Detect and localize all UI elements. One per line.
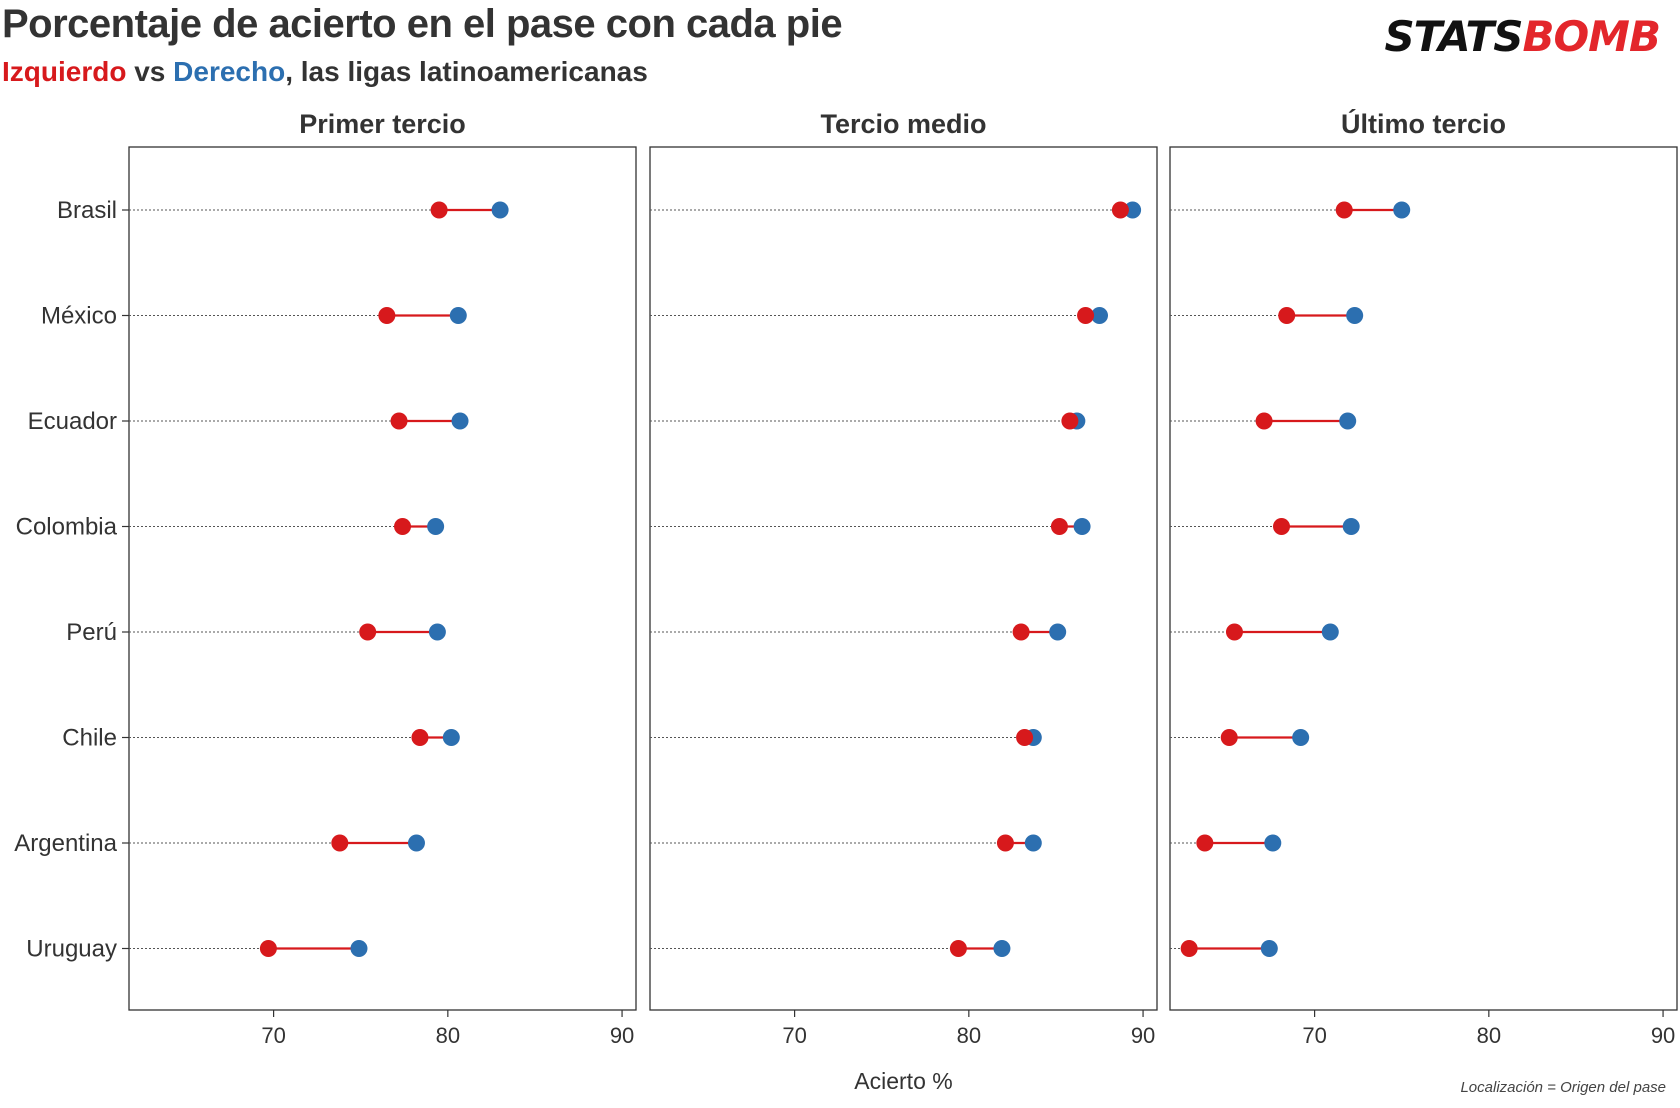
point-derecho	[1049, 623, 1067, 641]
point-izquierdo	[359, 623, 377, 641]
statsbomb-logo: STATSBOMB	[1384, 12, 1661, 61]
point-izquierdo	[1220, 729, 1238, 746]
point-izquierdo	[1255, 412, 1273, 430]
point-izquierdo	[1180, 940, 1198, 957]
point-izquierdo	[259, 940, 277, 957]
point-derecho	[1024, 834, 1042, 852]
point-derecho	[442, 729, 460, 746]
x-tick-label: 70	[1302, 1023, 1326, 1048]
point-izquierdo	[331, 834, 349, 852]
point-derecho	[449, 307, 467, 324]
x-tick-label: 80	[436, 1023, 460, 1048]
panel-frame	[1169, 146, 1678, 1011]
x-tick-label: 70	[782, 1023, 806, 1048]
country-label: Chile	[62, 725, 117, 752]
point-derecho	[1124, 201, 1142, 219]
x-tick-label: 80	[957, 1023, 981, 1048]
point-derecho	[428, 623, 446, 641]
country-label: Argentina	[14, 830, 117, 857]
point-derecho	[1321, 623, 1339, 641]
logo-part-2: BOMB	[1522, 12, 1661, 61]
point-derecho	[1339, 412, 1357, 430]
country-label: México	[41, 303, 117, 330]
x-tick-label: 90	[1651, 1023, 1675, 1048]
x-tick-label: 70	[261, 1023, 285, 1048]
country-label: Perú	[66, 619, 117, 646]
point-derecho	[350, 940, 368, 957]
point-izquierdo	[1196, 834, 1214, 852]
point-derecho	[993, 940, 1011, 957]
panel-frame	[649, 146, 1158, 1011]
point-derecho	[1393, 201, 1411, 219]
point-derecho	[451, 412, 469, 430]
point-derecho	[1292, 729, 1310, 746]
chart-title: Porcentaje de acierto en el pase con cad…	[2, 2, 843, 46]
point-derecho	[1342, 518, 1360, 535]
point-izquierdo	[1111, 201, 1129, 219]
point-izquierdo	[949, 940, 967, 957]
logo-part-1: STATS	[1384, 12, 1523, 61]
point-izquierdo	[1335, 201, 1353, 219]
point-izquierdo	[1077, 307, 1095, 324]
x-tick-label: 90	[610, 1023, 634, 1048]
panel-frame	[128, 146, 637, 1011]
point-izquierdo	[1225, 623, 1243, 641]
point-izquierdo	[1050, 518, 1068, 535]
subtitle-right-foot: Derecho	[173, 56, 286, 87]
point-izquierdo	[1278, 307, 1296, 324]
country-label: Colombia	[16, 514, 118, 541]
point-izquierdo	[1061, 412, 1079, 430]
chart-caption: Localización = Origen del pase	[1460, 1079, 1666, 1096]
point-izquierdo	[996, 834, 1014, 852]
country-label: Ecuador	[28, 408, 117, 435]
point-izquierdo	[1012, 623, 1030, 641]
x-tick-label: 90	[1131, 1023, 1155, 1048]
country-label: Uruguay	[26, 936, 117, 963]
subtitle-vs: vs	[126, 56, 174, 87]
point-derecho	[427, 518, 445, 535]
point-izquierdo	[394, 518, 412, 535]
point-derecho	[1346, 307, 1364, 324]
point-derecho	[1073, 518, 1091, 535]
point-izquierdo	[1273, 518, 1291, 535]
point-izquierdo	[430, 201, 448, 219]
facet-title: Tercio medio	[820, 109, 986, 139]
point-derecho	[407, 834, 425, 852]
point-derecho	[1260, 940, 1278, 957]
point-derecho	[1264, 834, 1282, 852]
subtitle-rest: , las ligas latinoamericanas	[285, 56, 648, 87]
point-derecho	[1091, 307, 1109, 324]
subtitle-left-foot: Izquierdo	[2, 56, 127, 87]
point-izquierdo	[411, 729, 429, 746]
x-axis-title: Acierto %	[854, 1068, 952, 1094]
chart-subtitle: Izquierdo vs Derecho, las ligas latinoam…	[2, 56, 648, 88]
point-izquierdo	[378, 307, 396, 324]
facet-title: Último tercio	[1341, 108, 1506, 139]
point-izquierdo	[1016, 729, 1034, 746]
point-izquierdo	[390, 412, 408, 430]
country-label: Brasil	[57, 197, 117, 224]
point-derecho	[491, 201, 509, 219]
facet-title: Primer tercio	[299, 109, 466, 139]
x-tick-label: 80	[1477, 1023, 1501, 1048]
